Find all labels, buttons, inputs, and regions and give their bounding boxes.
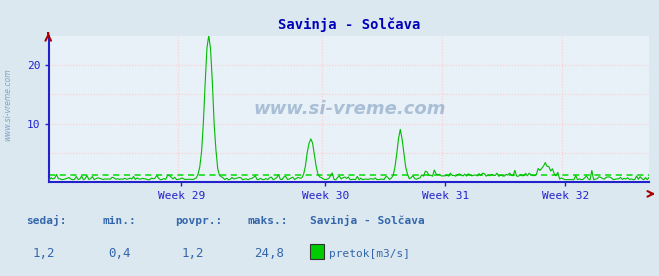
Text: povpr.:: povpr.: bbox=[175, 216, 222, 225]
Text: www.si-vreme.com: www.si-vreme.com bbox=[3, 68, 13, 141]
Text: 0,4: 0,4 bbox=[109, 247, 131, 260]
Text: sedaj:: sedaj: bbox=[26, 214, 67, 225]
Text: pretok[m3/s]: pretok[m3/s] bbox=[330, 249, 411, 259]
Text: maks.:: maks.: bbox=[247, 216, 287, 225]
Text: 24,8: 24,8 bbox=[254, 247, 284, 260]
Text: min.:: min.: bbox=[102, 216, 136, 225]
Title: Savinja - Solčava: Savinja - Solčava bbox=[278, 17, 420, 32]
Text: Savinja - Solčava: Savinja - Solčava bbox=[310, 214, 424, 225]
Text: www.si-vreme.com: www.si-vreme.com bbox=[253, 100, 445, 118]
Text: 1,2: 1,2 bbox=[33, 247, 55, 260]
Text: 1,2: 1,2 bbox=[181, 247, 204, 260]
